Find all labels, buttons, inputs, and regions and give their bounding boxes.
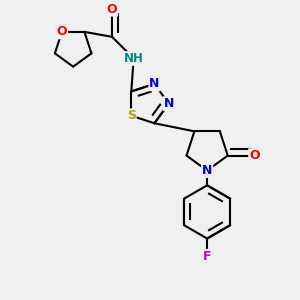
Text: N: N	[149, 77, 160, 90]
Text: N: N	[164, 97, 174, 110]
Text: O: O	[107, 3, 117, 16]
Text: O: O	[249, 149, 260, 162]
Text: F: F	[203, 250, 212, 263]
Text: O: O	[57, 26, 67, 38]
Text: N: N	[202, 164, 212, 177]
Text: S: S	[127, 109, 136, 122]
Text: NH: NH	[124, 52, 144, 65]
